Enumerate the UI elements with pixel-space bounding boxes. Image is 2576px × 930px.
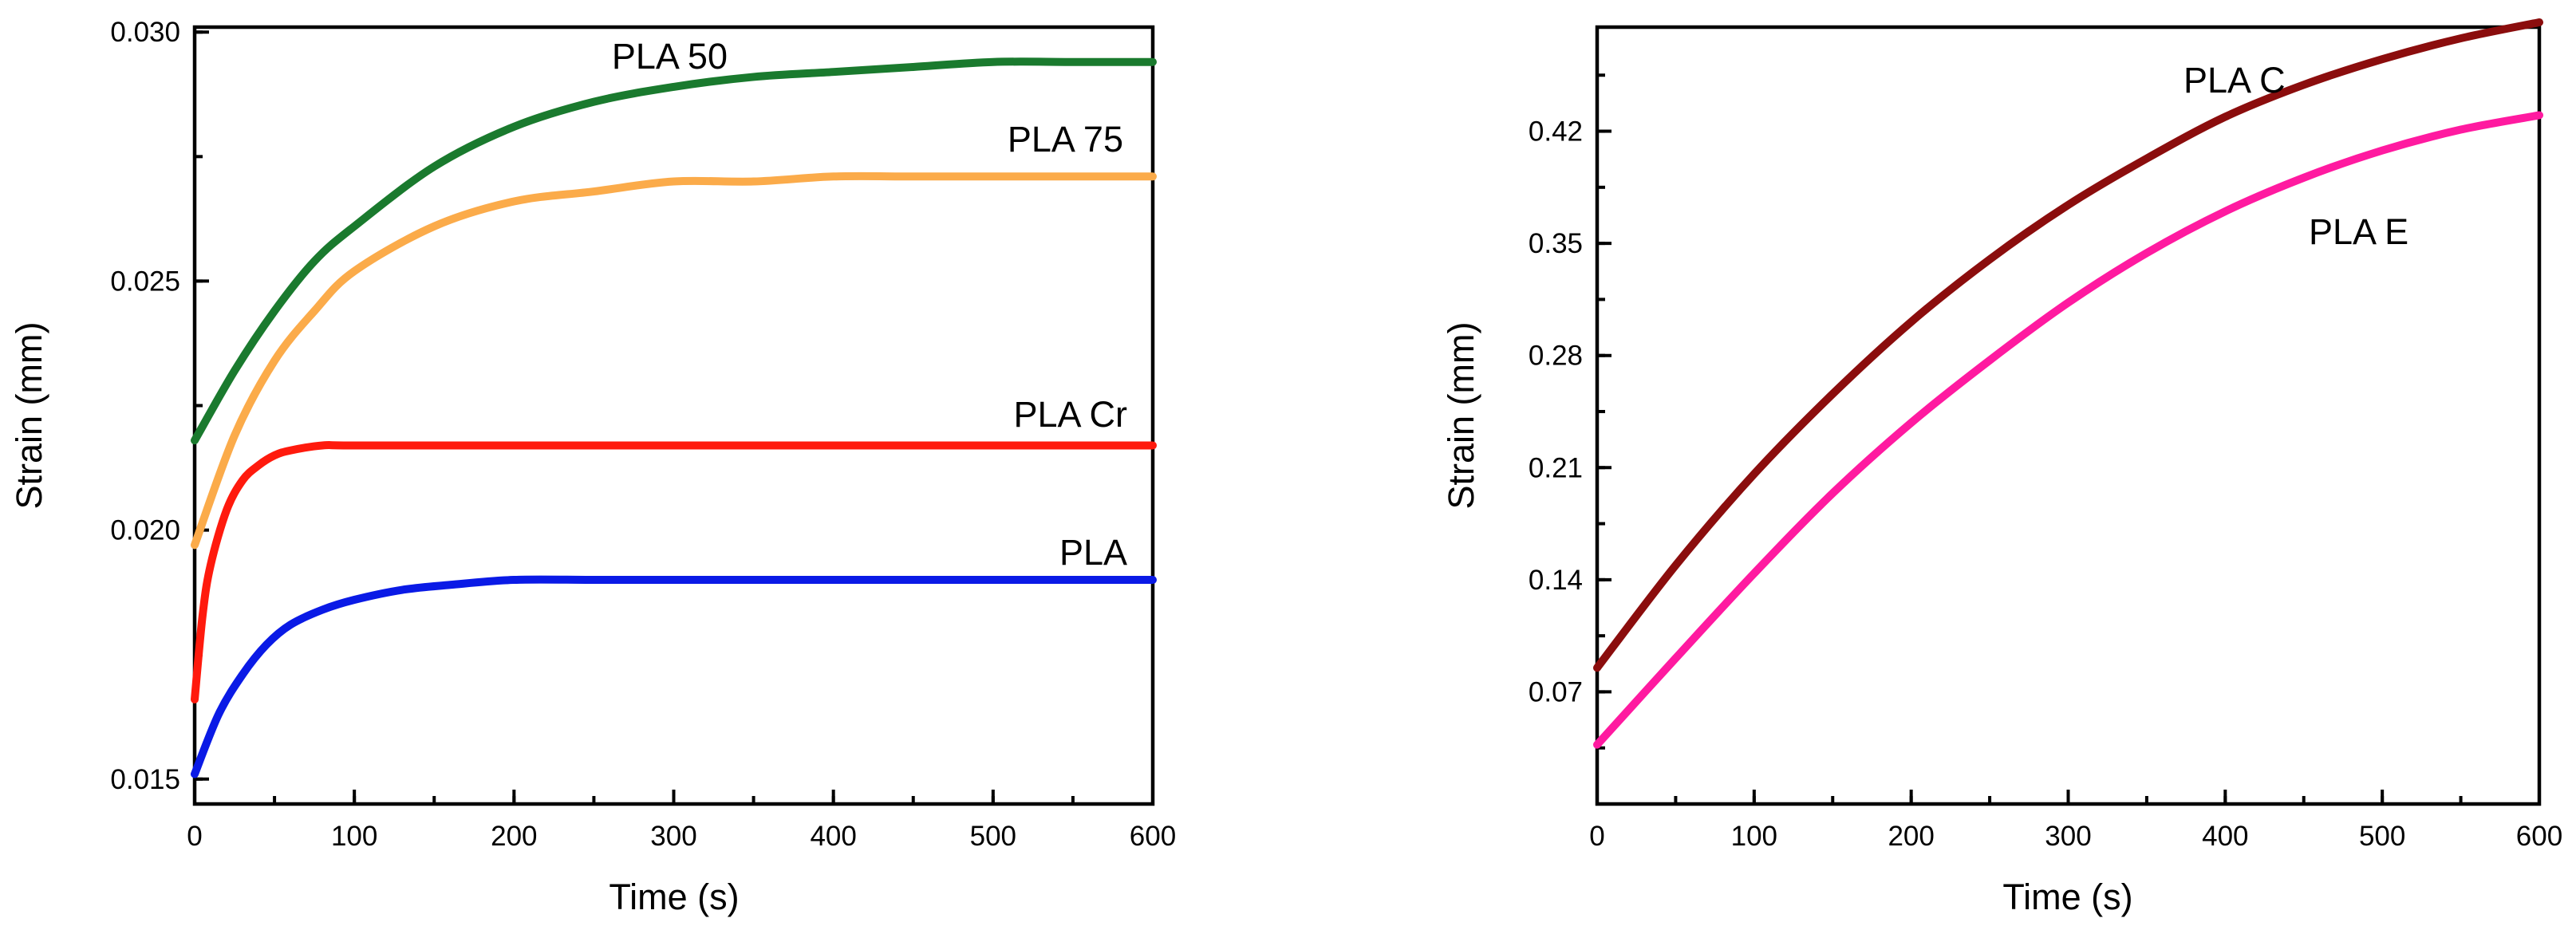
y-tick-label: 0.025 <box>110 266 180 297</box>
x-axis-title: Time (s) <box>2002 877 2132 917</box>
y-tick-label: 0.21 <box>1529 452 1583 483</box>
x-tick-label: 0 <box>1589 821 1604 852</box>
y-tick-label: 0.015 <box>110 764 180 795</box>
series-line-pla <box>191 575 1157 778</box>
x-tick-label: 300 <box>2045 821 2091 852</box>
series-line-pla-c <box>1593 18 2543 672</box>
x-tick-label: 400 <box>810 821 856 852</box>
series-label-pla-e: PLA E <box>2309 211 2408 252</box>
x-tick-label: 400 <box>2202 821 2248 852</box>
x-tick-label: 100 <box>1731 821 1777 852</box>
y-tick-label: 0.28 <box>1529 341 1583 372</box>
x-tick-label: 500 <box>2359 821 2405 852</box>
y-axis-title: Strain (mm) <box>9 322 49 510</box>
y-tick-label: 0.020 <box>110 515 180 546</box>
series-label-pla-c: PLA C <box>2183 60 2286 100</box>
y-tick-label: 0.42 <box>1529 116 1583 148</box>
left-chart-panel: 0 100 200 300 400 500 600 0.015 0.020 0.025 0.030 T… <box>9 17 1176 917</box>
right-chart-panel: 0 100 200 300 400 500 600 0.07 0.14 0.21 0.28 0.35 0… <box>1441 18 2562 917</box>
x-axis-title: Time (s) <box>609 877 739 917</box>
x-tick-label: 500 <box>970 821 1016 852</box>
series-label-pla: PLA <box>1059 532 1127 573</box>
y-tick-label: 0.35 <box>1529 228 1583 259</box>
series-label-pla-cr: PLA Cr <box>1013 394 1127 435</box>
x-tick-label: 200 <box>491 821 537 852</box>
y-tick-label: 0.030 <box>110 17 180 48</box>
series-line-pla-cr <box>191 440 1157 703</box>
series-line-pla-50 <box>191 57 1157 445</box>
series-label-pla-75: PLA 75 <box>1008 119 1123 160</box>
y-tick-label: 0.14 <box>1529 565 1583 596</box>
series-line-pla-e <box>1593 111 2543 749</box>
x-tick-label: 100 <box>331 821 377 852</box>
x-tick-label: 300 <box>650 821 696 852</box>
series-label-pla-50: PLA 50 <box>612 36 728 77</box>
x-tick-label: 600 <box>2516 821 2562 852</box>
x-tick-label: 0 <box>187 821 202 852</box>
series-line-pla-75 <box>191 171 1157 550</box>
y-axis-title: Strain (mm) <box>1441 322 1481 510</box>
x-tick-label: 200 <box>1888 821 1934 852</box>
y-tick-label: 0.07 <box>1529 676 1583 707</box>
x-tick-label: 600 <box>1130 821 1176 852</box>
